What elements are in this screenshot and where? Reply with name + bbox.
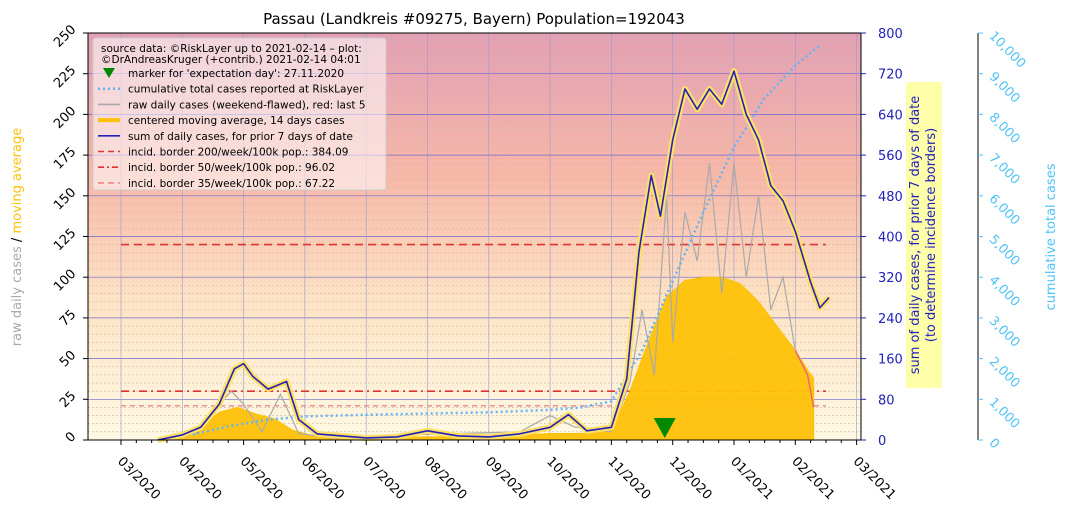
series-layer (157, 44, 832, 443)
x-tick-label: 01/2021 (727, 454, 776, 503)
right1-tick-label: 560 (878, 149, 903, 164)
right2-tick-label: 9,000 (986, 69, 1023, 106)
right1-tick-label: 160 (878, 353, 903, 368)
legend-entry-label: raw daily cases (weekend-flawed), red: l… (128, 99, 366, 111)
right-axis-label-highlight (906, 82, 942, 388)
legend: source data: ©RiskLayer up to 2021-02-14… (92, 37, 387, 191)
x-tick-label: 05/2020 (237, 454, 286, 503)
left-tick-label: 75 (57, 307, 79, 329)
left-tick-label: 200 (51, 104, 79, 132)
left-tick-label: 150 (51, 185, 79, 213)
x-tick-label: 07/2020 (359, 454, 408, 503)
left-tick-label: 250 (51, 22, 79, 50)
x-tick-label: 08/2020 (421, 454, 470, 503)
expectation-day-triangle (653, 418, 676, 438)
right-axis-2-label: cumulative total cases (1044, 163, 1059, 310)
legend-entry-label: incid. border 200/week/100k pop.: 384.09 (128, 147, 348, 159)
left-tick-label: 25 (57, 389, 79, 411)
right2-tick-label: 6,000 (986, 192, 1023, 229)
left-axis-label-raw: raw daily cases (10, 246, 25, 346)
legend-entries: marker for 'expectation day': 27.11.2020… (98, 68, 366, 190)
legend-source-line2: ©DrAndreasKruger (+contrib.) 2021-02-14 … (101, 54, 361, 66)
right1-tick-label: 0 (878, 434, 886, 449)
right1-tick-label: 640 (878, 108, 903, 123)
right1-tick-label: 800 (878, 27, 903, 42)
right1-tick-label: 480 (878, 190, 903, 205)
right1-tick-label: 320 (878, 271, 903, 286)
legend-source-line1: source data: ©RiskLayer up to 2021-02-14… (101, 43, 362, 55)
legend-handle-marker (103, 68, 115, 78)
x-tick-label: 03/2021 (850, 454, 899, 503)
left-axis-label-sep: / (10, 234, 25, 247)
right-axis-1-label-line1: sum of daily cases, for prior 7 days of … (908, 96, 923, 375)
legend-entry-label: centered moving average, 14 days cases (128, 115, 345, 127)
left-axis-label: raw daily cases / moving average (10, 128, 25, 346)
left-tick-label: 125 (51, 226, 79, 254)
left-tick-label: 225 (51, 63, 79, 91)
left-tick-label: 100 (51, 267, 79, 295)
right2-tick-label: 1,000 (986, 395, 1023, 432)
legend-entry-label: cumulative total cases reported at RiskL… (128, 84, 364, 96)
right1-tick-label: 400 (878, 231, 903, 246)
chart-title: Passau (Landkreis #09275, Bayern) Popula… (263, 10, 685, 28)
right2-tick-label: 10,000 (986, 29, 1029, 72)
right-axis-1-label-line2: (to determine incidence borders) (924, 128, 939, 343)
legend-box (92, 37, 387, 191)
raw-daily-cases-line (194, 163, 815, 439)
right1-tick-label: 240 (878, 312, 903, 327)
right2-tick-label: 4,000 (986, 273, 1023, 310)
x-tick-label: 02/2021 (788, 454, 837, 503)
left-axis-label-avg: moving average (10, 128, 25, 234)
right2-tick-label: 0 (986, 436, 1002, 452)
x-tick-label: 11/2020 (605, 454, 654, 503)
right2-tick-label: 2,000 (986, 354, 1023, 391)
left-tick-label: 50 (57, 348, 79, 370)
left-tick-label: 175 (51, 144, 79, 172)
x-tick-label: 10/2020 (543, 454, 592, 503)
raw-daily-cases-last5 (794, 350, 815, 408)
x-tick-label: 12/2020 (666, 454, 715, 503)
right1-tick-label: 720 (878, 68, 903, 83)
cumulative-total-line (157, 44, 821, 442)
expectation-day-marker (653, 418, 676, 438)
right1-tick-label: 80 (878, 393, 895, 408)
right2-tick-label: 3,000 (986, 314, 1023, 351)
legend-entry-label: incid. border 35/week/100k pop.: 67.22 (128, 178, 335, 190)
left-axis: 0 25 50 75 100 125 150 175 200 225 250 (51, 22, 88, 446)
legend-entry-label: marker for 'expectation day': 27.11.2020 (128, 68, 344, 80)
x-tick-label: 03/2020 (114, 454, 163, 503)
right2-tick-label: 5,000 (986, 232, 1023, 269)
legend-entry-label: sum of daily cases, for prior 7 days of … (128, 131, 353, 143)
x-tick-label: 06/2020 (298, 454, 347, 503)
legend-entry-label: incid. border 50/week/100k pop.: 96.02 (128, 162, 335, 174)
right-axis-weekly-sum: 0 80 160 240 320 400 480 560 640 720 800 (861, 27, 903, 449)
x-tick-label: 04/2020 (175, 454, 224, 503)
right2-tick-label: 7,000 (986, 151, 1023, 188)
weekly-sum-line (157, 70, 830, 441)
x-tick-label: 09/2020 (482, 454, 531, 503)
left-tick-label: 0 (63, 429, 79, 445)
right2-tick-label: 8,000 (986, 110, 1023, 147)
x-axis: 03/2020 04/2020 05/2020 06/2020 07/2020 08/20… (114, 440, 899, 503)
